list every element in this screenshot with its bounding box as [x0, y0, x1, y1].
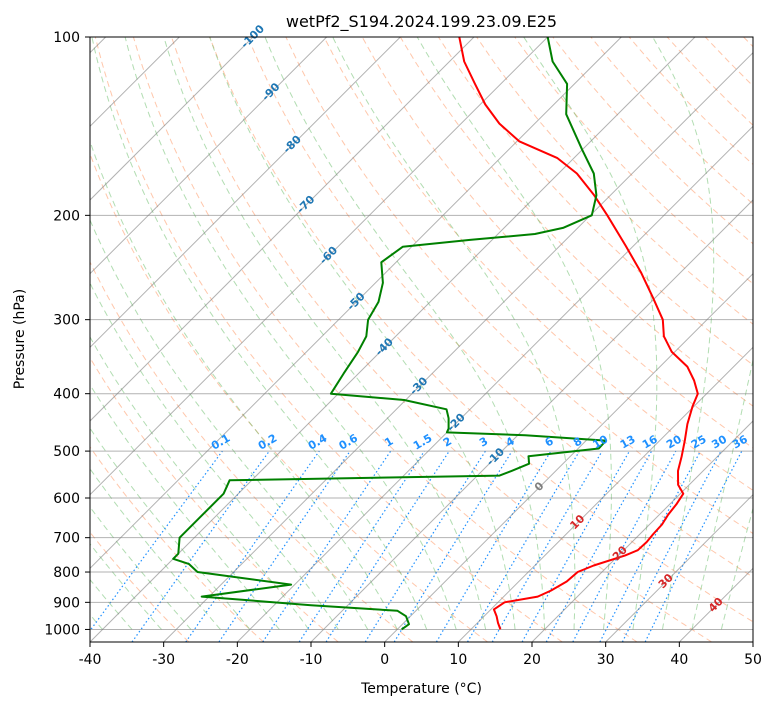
dry-adiabat [323, 37, 753, 491]
dry-adiabat [209, 37, 753, 623]
moist-adiabat [124, 37, 457, 630]
mixing-ratio-line [298, 450, 425, 642]
moist-adiabat [264, 37, 546, 630]
plot-area [90, 37, 753, 642]
y-tick-label: 100 [53, 30, 80, 46]
y-tick-label: 500 [53, 444, 80, 460]
plot-frame [89, 36, 754, 643]
mixing-ratio-line [545, 450, 653, 642]
y-axis-label: Pressure (hPa) [12, 289, 28, 389]
x-tick-label: -40 [79, 652, 102, 668]
dry-adiabat [94, 37, 563, 642]
x-axis-label: Temperature (°C) [360, 681, 482, 697]
background-lines [90, 37, 753, 642]
isotherm-line [90, 37, 475, 422]
isotherm-line [457, 346, 753, 642]
x-tick-label: -10 [300, 652, 323, 668]
x-tick-label: 20 [523, 652, 541, 668]
isotherm-line [90, 37, 401, 349]
dry-adiabat [285, 37, 753, 535]
sounding-profiles [172, 37, 699, 631]
isotherm-line [236, 125, 753, 642]
mixing-ratio-line [262, 450, 392, 642]
moist-adiabat [416, 37, 612, 630]
dry-adiabat [90, 260, 414, 642]
moist-adiabat [652, 37, 715, 630]
mixing-ratio-line [521, 450, 631, 642]
moist-adiabat [209, 37, 516, 630]
mixing-ratio-line [325, 450, 450, 642]
mixing-ratio-line [393, 450, 513, 642]
chart-title: wetPf2_S194.2024.199.23.09.E25 [286, 12, 557, 32]
moist-adiabat [523, 37, 658, 630]
dry-adiabat [476, 37, 753, 325]
mixing-ratio-line [218, 450, 351, 642]
x-tick-label: 10 [449, 652, 467, 668]
dry-adiabat [90, 446, 264, 642]
mixing-ratio-line [572, 450, 677, 642]
isotherm-line [310, 199, 753, 642]
moist-adiabat [90, 578, 133, 630]
x-tick-label: 40 [670, 652, 688, 668]
isotherm-line [90, 37, 622, 570]
dry-adiabat [171, 37, 712, 642]
isotherm-line [90, 37, 328, 275]
moist-adiabat [720, 506, 753, 630]
y-tick-label: 200 [53, 208, 80, 224]
moist-adiabat [90, 543, 162, 630]
y-tick-label: 700 [53, 531, 80, 547]
isotherm-line [384, 272, 753, 642]
y-tick-label: 1000 [44, 622, 80, 638]
temperature-line [458, 37, 699, 630]
moist-adiabat [691, 357, 753, 630]
isotherm-line [90, 37, 696, 642]
x-tick-label: -30 [152, 652, 175, 668]
moist-adiabat [90, 281, 339, 630]
moist-adiabat [90, 383, 280, 630]
y-axis-ticks: 100 200 300 400 500 600 700 800 900 1000 [44, 30, 90, 638]
moist-adiabat [90, 467, 221, 630]
moist-adiabat [90, 139, 398, 630]
y-tick-label: 600 [53, 491, 80, 507]
y-tick-label: 300 [53, 313, 80, 329]
y-tick-label: 800 [53, 565, 80, 581]
dewpoint-line [172, 37, 607, 631]
x-axis-ticks: -40 -30 -20 -10 0 10 20 30 40 50 [79, 642, 762, 668]
dry-adiabat [514, 37, 753, 285]
y-tick-label: 400 [53, 387, 80, 403]
y-tick-label: 900 [53, 595, 80, 611]
isotherm-line [163, 51, 753, 642]
mixing-ratio-line [644, 450, 743, 642]
x-tick-label: 30 [597, 652, 615, 668]
moist-adiabat [90, 335, 310, 630]
mixing-ratio-line [90, 450, 223, 632]
moist-adiabat [90, 218, 369, 630]
dry-adiabat [90, 356, 339, 642]
isotherm-line [90, 37, 254, 201]
moist-adiabat [90, 506, 192, 630]
mixing-ratio-line [185, 450, 320, 642]
moist-adiabat [90, 427, 251, 630]
dry-adiabat [247, 37, 753, 578]
x-tick-label: 0 [380, 652, 389, 668]
moist-adiabat [163, 37, 487, 630]
isotherm-line [531, 420, 753, 642]
x-tick-label: 50 [744, 652, 762, 668]
x-tick-label: -20 [226, 652, 249, 668]
isotherm-line [605, 493, 753, 642]
moist-adiabat [91, 37, 428, 630]
isotherm-line [90, 37, 549, 496]
